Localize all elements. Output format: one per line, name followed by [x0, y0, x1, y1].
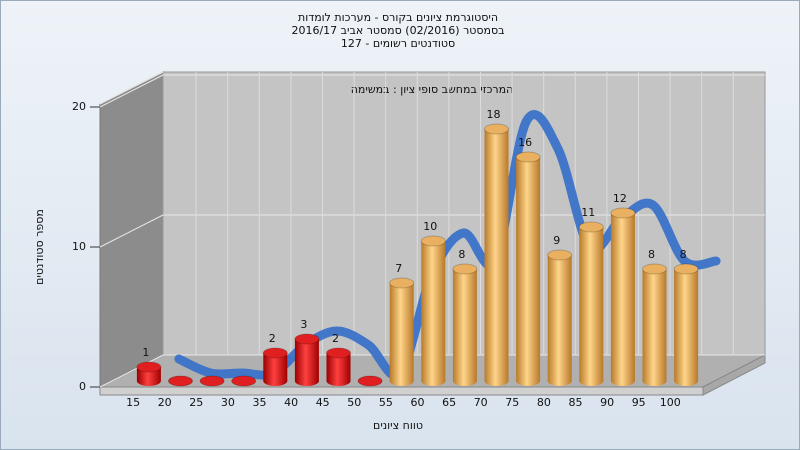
bar-body	[389, 283, 414, 381]
left-wall	[99, 71, 164, 388]
bar	[547, 249, 573, 386]
bar-cap	[578, 221, 604, 233]
x-tick-label: 85	[569, 396, 583, 409]
bar	[231, 375, 257, 387]
x-tick-label: 100	[660, 396, 681, 409]
bar	[262, 347, 288, 386]
bar-cap	[420, 235, 446, 247]
chart-subtitle: סטודנטים רשומים - 127	[341, 37, 455, 50]
bar-cap	[642, 263, 667, 275]
bar	[168, 375, 193, 387]
x-tick-label: 25	[189, 396, 203, 409]
bar-cap	[294, 333, 320, 345]
bar	[199, 375, 225, 387]
bar-cap	[610, 207, 636, 219]
bar-body	[516, 157, 541, 381]
x-tick-label: 50	[347, 396, 361, 409]
bar-body	[610, 213, 635, 381]
bar	[357, 375, 383, 387]
y-tick-label: 20	[72, 100, 86, 113]
value-label: 8	[458, 248, 465, 261]
bar-body	[579, 227, 604, 381]
x-tick-label: 70	[474, 396, 488, 409]
floor-side	[702, 354, 766, 396]
x-axis-label: טווח ציונים	[373, 419, 423, 432]
bar-body	[642, 269, 667, 381]
bar-cap	[326, 347, 351, 359]
bar-body	[294, 339, 319, 381]
bar	[642, 263, 667, 386]
value-label: 2	[332, 332, 339, 345]
x-tick-label: 45	[316, 396, 330, 409]
value-label: 8	[680, 248, 687, 261]
bar-cap	[452, 263, 478, 275]
bar-cap	[168, 375, 193, 387]
bar-cap	[389, 277, 415, 289]
grid-line	[99, 354, 164, 388]
value-label: 11	[581, 206, 595, 219]
bar-body	[674, 269, 699, 381]
bar-cap	[136, 361, 162, 373]
bar-cap	[515, 151, 541, 163]
x-tick-label: 80	[537, 396, 551, 409]
value-label: 8	[648, 248, 655, 261]
bar-cap	[673, 263, 699, 275]
bar-body	[484, 129, 509, 381]
bar	[420, 235, 446, 386]
bar-cap	[231, 375, 257, 387]
x-tick-label: 35	[253, 396, 267, 409]
x-tick-label: 90	[600, 396, 614, 409]
floor-edge	[99, 386, 704, 396]
bar	[294, 333, 320, 386]
bar	[484, 123, 509, 386]
grid-line	[99, 74, 164, 108]
value-label: 12	[613, 192, 627, 205]
value-label: 9	[553, 234, 560, 247]
x-tick-label: 60	[411, 396, 425, 409]
bar	[673, 263, 699, 386]
x-tick-label: 30	[221, 396, 235, 409]
y-tick-label: 0	[79, 380, 86, 393]
x-tick-label: 75	[505, 396, 519, 409]
value-label: 10	[423, 220, 437, 233]
y-tick-label: 10	[72, 240, 86, 253]
y-axis-label: מספר סטודנטים	[33, 209, 46, 285]
bar-cap	[199, 375, 225, 387]
x-tick-label: 55	[379, 396, 393, 409]
chart-subtitle: בסמסטר (02/2016) סמסטר אביב 2016/17	[291, 24, 504, 37]
bar	[452, 263, 478, 386]
value-label: 7	[395, 262, 402, 275]
value-label: 16	[518, 136, 532, 149]
bar-cap	[357, 375, 383, 387]
x-tick-label: 40	[284, 396, 298, 409]
x-tick-label: 20	[158, 396, 172, 409]
chart-title: היסטוגרמת ציונים בקורס - מערכות לומדות	[298, 11, 498, 24]
x-tick-label: 65	[442, 396, 456, 409]
bar	[389, 277, 415, 386]
value-label: 1	[142, 346, 149, 359]
bar-cap	[262, 347, 288, 359]
bar-body	[452, 269, 477, 381]
bar	[610, 207, 636, 386]
bar	[326, 347, 351, 386]
bar	[578, 221, 604, 386]
bar-cap	[547, 249, 573, 261]
annotation: המרכזי במחשב סופי ציון : במשימה	[351, 83, 514, 96]
wall-edge	[99, 71, 164, 105]
x-tick-label: 95	[632, 396, 646, 409]
bar-body	[421, 241, 446, 381]
value-label: 18	[487, 108, 501, 121]
bar	[515, 151, 541, 386]
value-label: 3	[300, 318, 307, 331]
bar-cap	[484, 123, 509, 135]
bar-body	[547, 255, 572, 381]
grid-line	[99, 214, 164, 248]
bar	[136, 361, 162, 386]
value-label: 2	[269, 332, 276, 345]
x-tick-label: 15	[126, 396, 140, 409]
